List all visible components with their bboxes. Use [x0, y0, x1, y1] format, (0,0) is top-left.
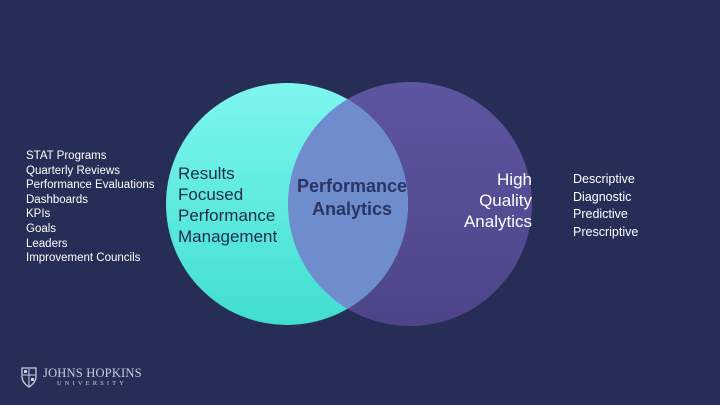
- list-item: Improvement Councils: [26, 252, 141, 265]
- list-item: Diagnostic: [573, 189, 632, 204]
- label-line: Performance: [178, 206, 276, 225]
- right-list: Descriptive Diagnostic Predictive Prescr…: [573, 171, 638, 241]
- list-item: Goals: [26, 222, 57, 235]
- left-list: STAT Programs Quarterly Reviews Performa…: [26, 149, 154, 266]
- overlap-region: [288, 83, 408, 325]
- logo-name: JOHNS HOPKINS: [43, 365, 142, 380]
- label-line: Focused: [178, 185, 244, 204]
- label-line: Results: [178, 164, 235, 183]
- overlap-label: Performance Analytics: [285, 175, 419, 221]
- label-line: Analytics: [311, 199, 393, 219]
- list-item: Dashboards: [26, 193, 89, 206]
- list-item: Prescriptive: [573, 224, 639, 239]
- label-line: Quality: [479, 191, 532, 210]
- label-line: Management: [178, 227, 278, 246]
- logo-subtitle: UNIVERSITY: [57, 379, 127, 387]
- johns-hopkins-logo: JOHNS HOPKINS UNIVERSITY: [20, 363, 142, 391]
- johns-hopkins-shield-icon: [21, 367, 37, 388]
- label-line: Analytics: [463, 212, 532, 231]
- list-item: Predictive: [573, 207, 628, 221]
- label-line: High: [497, 170, 532, 189]
- list-item: KPIs: [26, 208, 51, 221]
- label-line: Performance: [296, 176, 408, 196]
- list-item: Descriptive: [573, 172, 635, 186]
- list-item: STAT Programs: [26, 150, 107, 162]
- right-circle-label: High Quality Analytics: [452, 169, 532, 232]
- list-item: Performance Evaluations: [26, 179, 155, 192]
- list-item: Quarterly Reviews: [26, 164, 120, 177]
- list-item: Leaders: [26, 237, 68, 250]
- left-circle-label: Results Focused Performance Management: [178, 163, 277, 247]
